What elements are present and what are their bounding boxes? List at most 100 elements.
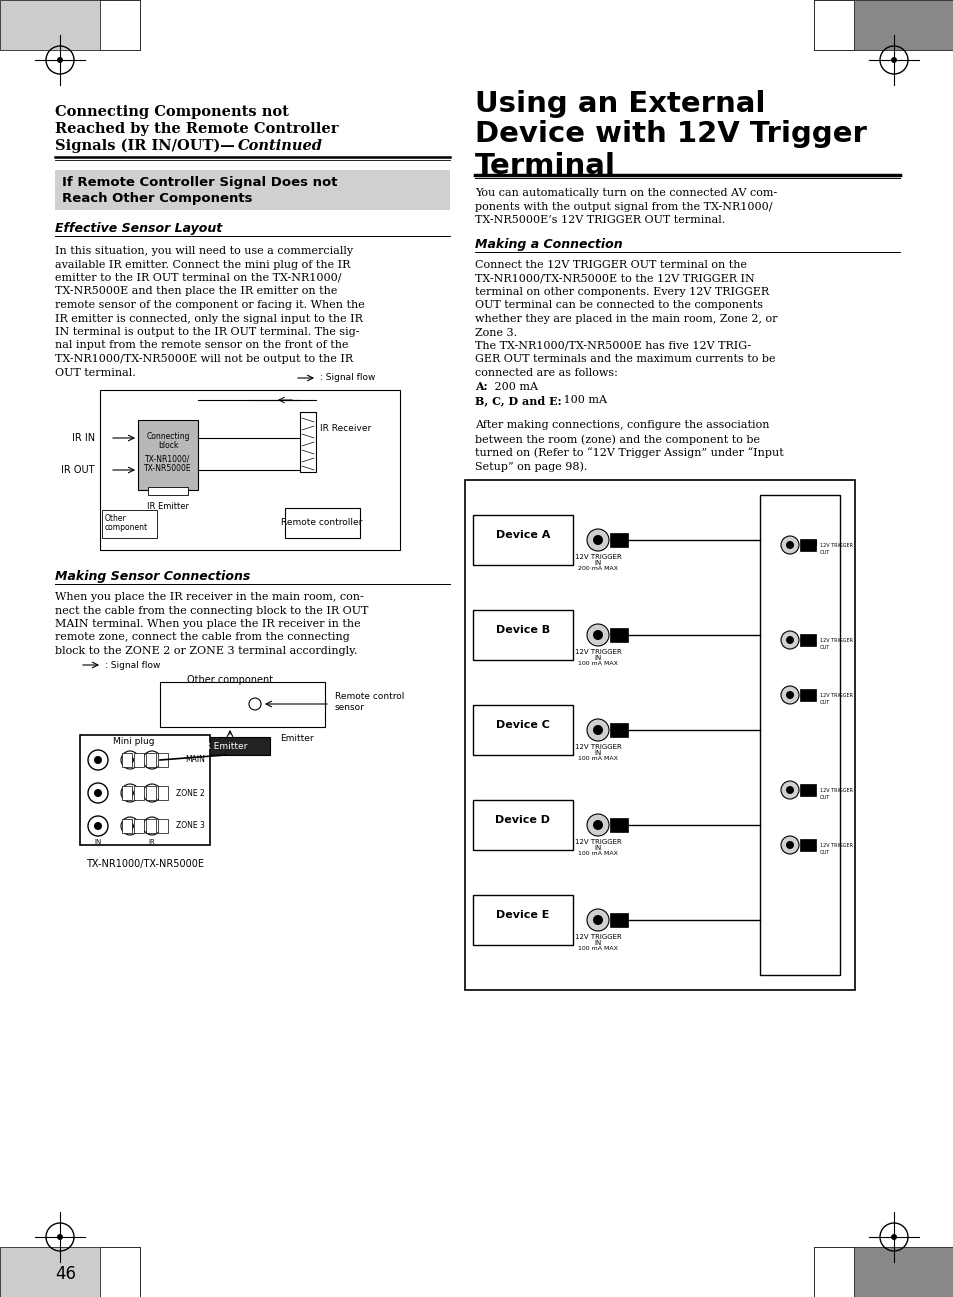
Circle shape <box>593 914 602 925</box>
Text: IN: IN <box>594 750 601 756</box>
Text: Connect the 12V TRIGGER OUT terminal on the: Connect the 12V TRIGGER OUT terminal on … <box>475 259 746 270</box>
Text: IN: IN <box>594 940 601 946</box>
Text: The TX-NR1000/TX-NR5000E has five 12V TRIG-: The TX-NR1000/TX-NR5000E has five 12V TR… <box>475 341 750 351</box>
Text: IR Emitter: IR Emitter <box>147 502 189 511</box>
Text: IN: IN <box>594 846 601 851</box>
Text: IR: IR <box>149 839 155 846</box>
Text: Signals (IR IN/OUT)—: Signals (IR IN/OUT)— <box>55 139 234 153</box>
Text: 12V TRIGGER: 12V TRIGGER <box>820 543 852 549</box>
Bar <box>122 786 132 800</box>
Text: A:: A: <box>475 381 487 393</box>
Bar <box>133 786 144 800</box>
Circle shape <box>148 756 156 764</box>
Circle shape <box>94 756 102 764</box>
Circle shape <box>148 822 156 830</box>
Text: Device B: Device B <box>496 625 550 636</box>
Text: OUT: OUT <box>820 700 829 706</box>
Circle shape <box>593 820 602 830</box>
Bar <box>800 540 815 551</box>
Circle shape <box>94 822 102 830</box>
Text: 46: 46 <box>55 1265 76 1283</box>
Text: 200 mA MAX: 200 mA MAX <box>578 565 618 571</box>
Circle shape <box>785 691 793 699</box>
Text: 12V TRIGGER: 12V TRIGGER <box>574 554 620 560</box>
Text: remote sensor of the component or facing it. When the: remote sensor of the component or facing… <box>55 300 364 310</box>
Text: Zone 3.: Zone 3. <box>475 328 517 337</box>
Text: Device D: Device D <box>495 815 550 825</box>
Text: ZONE 3: ZONE 3 <box>176 821 205 830</box>
Bar <box>100 0 140 51</box>
Circle shape <box>586 529 608 551</box>
Bar <box>146 754 156 767</box>
Text: ponents with the output signal from the TX-NR1000/: ponents with the output signal from the … <box>475 201 772 211</box>
Bar <box>464 480 854 990</box>
Text: Connecting Components not: Connecting Components not <box>55 105 289 119</box>
Text: block to the ZONE 2 or ZONE 3 terminal accordingly.: block to the ZONE 2 or ZONE 3 terminal a… <box>55 646 357 656</box>
Circle shape <box>586 719 608 741</box>
Text: 100 mA MAX: 100 mA MAX <box>578 661 618 665</box>
Bar <box>102 510 157 538</box>
Circle shape <box>890 1233 896 1240</box>
Bar <box>800 634 815 646</box>
Bar <box>80 735 210 846</box>
Text: TX-NR5000E: TX-NR5000E <box>144 464 192 473</box>
Text: MAIN: MAIN <box>185 755 205 764</box>
Text: 100 mA: 100 mA <box>559 396 606 405</box>
Circle shape <box>593 630 602 639</box>
Text: MAIN terminal. When you place the IR receiver in the: MAIN terminal. When you place the IR rec… <box>55 619 360 629</box>
Text: Terminal: Terminal <box>475 152 616 180</box>
Circle shape <box>57 57 63 64</box>
Bar <box>609 818 627 831</box>
Text: OUT: OUT <box>820 550 829 555</box>
Text: OUT terminal can be connected to the components: OUT terminal can be connected to the com… <box>475 301 762 310</box>
Circle shape <box>785 840 793 850</box>
Text: IR OUT: IR OUT <box>61 466 95 475</box>
Text: : Signal flow: : Signal flow <box>319 374 375 383</box>
Text: OUT: OUT <box>820 645 829 650</box>
Bar <box>122 818 132 833</box>
Text: TX-NR1000/TX-NR5000E to the 12V TRIGGER IN: TX-NR1000/TX-NR5000E to the 12V TRIGGER … <box>475 274 754 284</box>
Text: TX-NR1000/TX-NR5000E will not be output to the IR: TX-NR1000/TX-NR5000E will not be output … <box>55 354 353 364</box>
Bar <box>760 495 840 975</box>
Bar <box>100 390 399 550</box>
Bar <box>800 839 815 851</box>
Bar <box>160 682 325 728</box>
Text: IN terminal is output to the IR OUT terminal. The sig-: IN terminal is output to the IR OUT term… <box>55 327 359 337</box>
Bar <box>473 610 573 660</box>
Text: remote zone, connect the cable from the connecting: remote zone, connect the cable from the … <box>55 633 350 642</box>
Bar <box>813 1246 853 1297</box>
Circle shape <box>586 909 608 931</box>
Text: TX-NR1000/TX-NR5000E: TX-NR1000/TX-NR5000E <box>86 859 204 869</box>
Text: 12V TRIGGER: 12V TRIGGER <box>820 789 852 792</box>
Bar <box>609 628 627 642</box>
Text: 100 mA MAX: 100 mA MAX <box>578 946 618 951</box>
Circle shape <box>785 636 793 645</box>
Text: between the room (zone) and the component to be: between the room (zone) and the componen… <box>475 434 760 445</box>
Text: OUT: OUT <box>820 850 829 855</box>
Circle shape <box>904 1268 912 1276</box>
Circle shape <box>781 781 799 799</box>
Circle shape <box>586 624 608 646</box>
Circle shape <box>126 822 133 830</box>
Bar <box>609 913 627 927</box>
Text: 100 mA MAX: 100 mA MAX <box>578 756 618 761</box>
Text: B, C, D and E:: B, C, D and E: <box>475 396 561 406</box>
Text: Emitter: Emitter <box>280 734 314 743</box>
Text: IR Emitter: IR Emitter <box>202 742 248 751</box>
Bar <box>100 1246 140 1297</box>
Bar <box>0 0 140 51</box>
Bar <box>473 515 573 565</box>
Bar <box>158 818 168 833</box>
Bar <box>473 706 573 755</box>
Bar <box>609 722 627 737</box>
Circle shape <box>126 756 133 764</box>
Text: Device E: Device E <box>496 910 549 920</box>
Text: After making connections, configure the association: After making connections, configure the … <box>475 420 769 431</box>
Text: Reached by the Remote Controller: Reached by the Remote Controller <box>55 122 338 136</box>
Text: 12V TRIGGER: 12V TRIGGER <box>820 843 852 848</box>
Text: You can automatically turn on the connected AV com-: You can automatically turn on the connec… <box>475 188 777 198</box>
Bar <box>133 754 144 767</box>
Text: Using an External: Using an External <box>475 89 764 118</box>
Text: Reach Other Components: Reach Other Components <box>62 192 253 205</box>
Bar <box>146 818 156 833</box>
